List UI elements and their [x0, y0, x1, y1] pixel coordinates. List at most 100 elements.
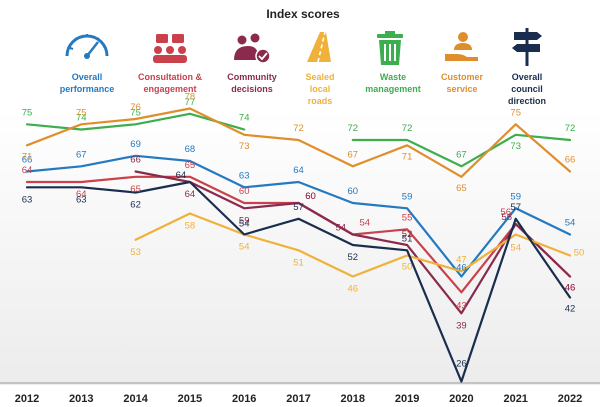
data-label-consultation-and-engagement-2018: 54 — [360, 218, 371, 229]
data-label-sealed-local-roads-2014: 53 — [130, 247, 141, 258]
data-label-sealed-local-roads-2018: 46 — [348, 284, 359, 295]
bin-icon — [377, 31, 403, 65]
signpost-icon — [512, 28, 542, 66]
data-label-waste-management-2012: 75 — [22, 107, 33, 118]
data-label-sealed-local-roads-2020: 47 — [456, 254, 467, 265]
data-label-waste-management-2016: 74 — [239, 113, 250, 124]
road-icon — [307, 31, 331, 63]
data-label-overall-performance-2019: 59 — [402, 191, 413, 202]
data-label-customer-service-2018: 67 — [348, 149, 359, 160]
data-label-waste-management-2018: 72 — [348, 123, 359, 134]
data-label-overall-council-direction-2015: 64 — [176, 170, 187, 181]
data-label-consultation-and-engagement-2021: 56 — [500, 207, 511, 218]
x-tick-2015: 2015 — [178, 393, 202, 405]
legend-overall-council-direction: Overall council direction — [508, 72, 546, 106]
x-tick-2014: 2014 — [123, 393, 148, 405]
legend-sealed-local-roads: Sealed local roads — [305, 72, 334, 106]
data-label-overall-performance-2015: 68 — [185, 144, 196, 155]
data-label-community-decisions-2021: 56 — [501, 212, 512, 223]
data-label-waste-management-2015: 77 — [185, 97, 196, 108]
x-tick-2013: 2013 — [69, 393, 93, 405]
data-label-overall-performance-2021: 59 — [510, 191, 521, 202]
data-label-community-decisions-2016: 59 — [239, 215, 250, 226]
data-label-waste-management-2013: 74 — [76, 113, 87, 124]
data-label-consultation-and-engagement-2020: 43 — [456, 300, 467, 311]
data-label-overall-performance-2018: 60 — [348, 186, 359, 197]
data-label-consultation-and-engagement-2022: 46 — [565, 283, 576, 294]
data-label-community-decisions-2015: 64 — [185, 189, 196, 200]
data-label-overall-council-direction-2021: 57 — [510, 202, 521, 213]
legend-community-decisions: Community decisions — [227, 72, 277, 94]
data-label-overall-council-direction-2022: 42 — [565, 304, 576, 315]
data-label-overall-performance-2012: 66 — [22, 155, 33, 166]
data-label-waste-management-2019: 72 — [402, 123, 413, 134]
data-label-community-decisions-2018: 54 — [336, 223, 347, 234]
people-chat-icon — [153, 34, 187, 63]
data-label-overall-council-direction-2016: 54 — [239, 219, 250, 230]
data-label-consultation-and-engagement-2014: 65 — [130, 184, 141, 195]
data-label-community-decisions-2014: 66 — [130, 155, 141, 166]
data-label-customer-service-2015: 78 — [185, 92, 196, 103]
data-label-overall-council-direction-2017: 57 — [293, 202, 304, 213]
data-label-customer-service-2020: 65 — [456, 183, 467, 194]
data-label-consultation-and-engagement-2016: 60 — [239, 186, 250, 197]
legend-customer-service: Customer service — [441, 72, 484, 94]
data-label-customer-service-2013: 75 — [76, 107, 87, 118]
data-label-consultation-and-engagement-2013: 64 — [76, 189, 87, 200]
x-tick-2012: 2012 — [15, 393, 39, 405]
series-line-waste-management-1 — [25, 112, 246, 131]
data-label-waste-management-2022: 72 — [565, 123, 576, 134]
data-label-waste-management-2021: 73 — [510, 141, 521, 152]
data-label-consultation-and-engagement-2015: 65 — [185, 160, 196, 171]
data-label-sealed-local-roads-2015: 58 — [185, 221, 196, 232]
legend-consultation-engagement: Consultation & engagement — [138, 72, 202, 94]
data-label-consultation-and-engagement-2012: 64 — [22, 165, 33, 176]
data-label-overall-council-direction-2013: 63 — [76, 194, 87, 205]
chart-title: Index scores — [266, 7, 340, 21]
data-label-sealed-local-roads-2021: 54 — [510, 243, 521, 254]
data-label-overall-performance-2017: 64 — [293, 165, 304, 176]
data-label-customer-service-2014: 76 — [130, 102, 141, 113]
data-label-waste-management-2014: 75 — [130, 107, 141, 118]
data-label-overall-council-direction-2018: 52 — [348, 252, 359, 263]
data-label-overall-council-direction-2014: 62 — [130, 200, 141, 211]
series-layer — [25, 107, 572, 383]
x-tick-2021: 2021 — [503, 393, 527, 405]
data-label-waste-management-2020: 67 — [456, 149, 467, 160]
data-label-overall-performance-2020: 46 — [456, 263, 467, 274]
data-label-sealed-local-roads-2016: 54 — [239, 242, 250, 253]
data-label-overall-performance-2013: 67 — [76, 149, 87, 160]
data-label-overall-performance-2022: 54 — [565, 218, 576, 229]
plot-background — [0, 110, 600, 385]
series-line-overall-council-direction — [25, 180, 572, 383]
data-label-consultation-and-engagement-2017: 60 — [305, 191, 316, 202]
data-label-consultation-and-engagement-2019: 55 — [402, 212, 413, 223]
data-label-overall-performance-2014: 69 — [130, 139, 141, 150]
data-label-sealed-local-roads-2019: 50 — [402, 262, 413, 273]
data-label-overall-council-direction-2019: 51 — [402, 233, 413, 244]
x-tick-2016: 2016 — [232, 393, 256, 405]
data-label-customer-service-2016: 73 — [239, 141, 250, 152]
data-label-community-decisions-2022: 46 — [565, 283, 576, 294]
data-label-customer-service-2019: 71 — [402, 151, 413, 162]
data-label-customer-service-2012: 71 — [22, 151, 33, 162]
series-line-overall-performance — [25, 154, 572, 278]
x-tick-2020: 2020 — [449, 393, 473, 405]
series-line-customer-service — [25, 107, 572, 178]
group-check-icon — [234, 33, 271, 64]
x-tick-2019: 2019 — [395, 393, 419, 405]
data-label-overall-council-direction-2012: 63 — [22, 194, 33, 205]
data-label-overall-council-direction-2020: 26 — [456, 359, 467, 370]
data-label-customer-service-2021: 75 — [510, 107, 521, 118]
data-label-sealed-local-roads-2022: 50 — [574, 248, 585, 259]
data-label-community-decisions-2019: 52 — [402, 229, 413, 240]
x-axis-ticks: 2012 2013 2014 2015 2016 2017 2018 2019 2020 2021… — [15, 393, 582, 405]
data-label-overall-performance-2016: 63 — [239, 170, 250, 181]
data-label-community-decisions-2020: 39 — [456, 320, 467, 331]
hand-person-icon — [445, 32, 478, 61]
series-line-waste-management-2 — [351, 133, 572, 168]
data-label-customer-service-2017: 72 — [293, 123, 304, 134]
series-line-sealed-local-roads — [134, 212, 572, 278]
